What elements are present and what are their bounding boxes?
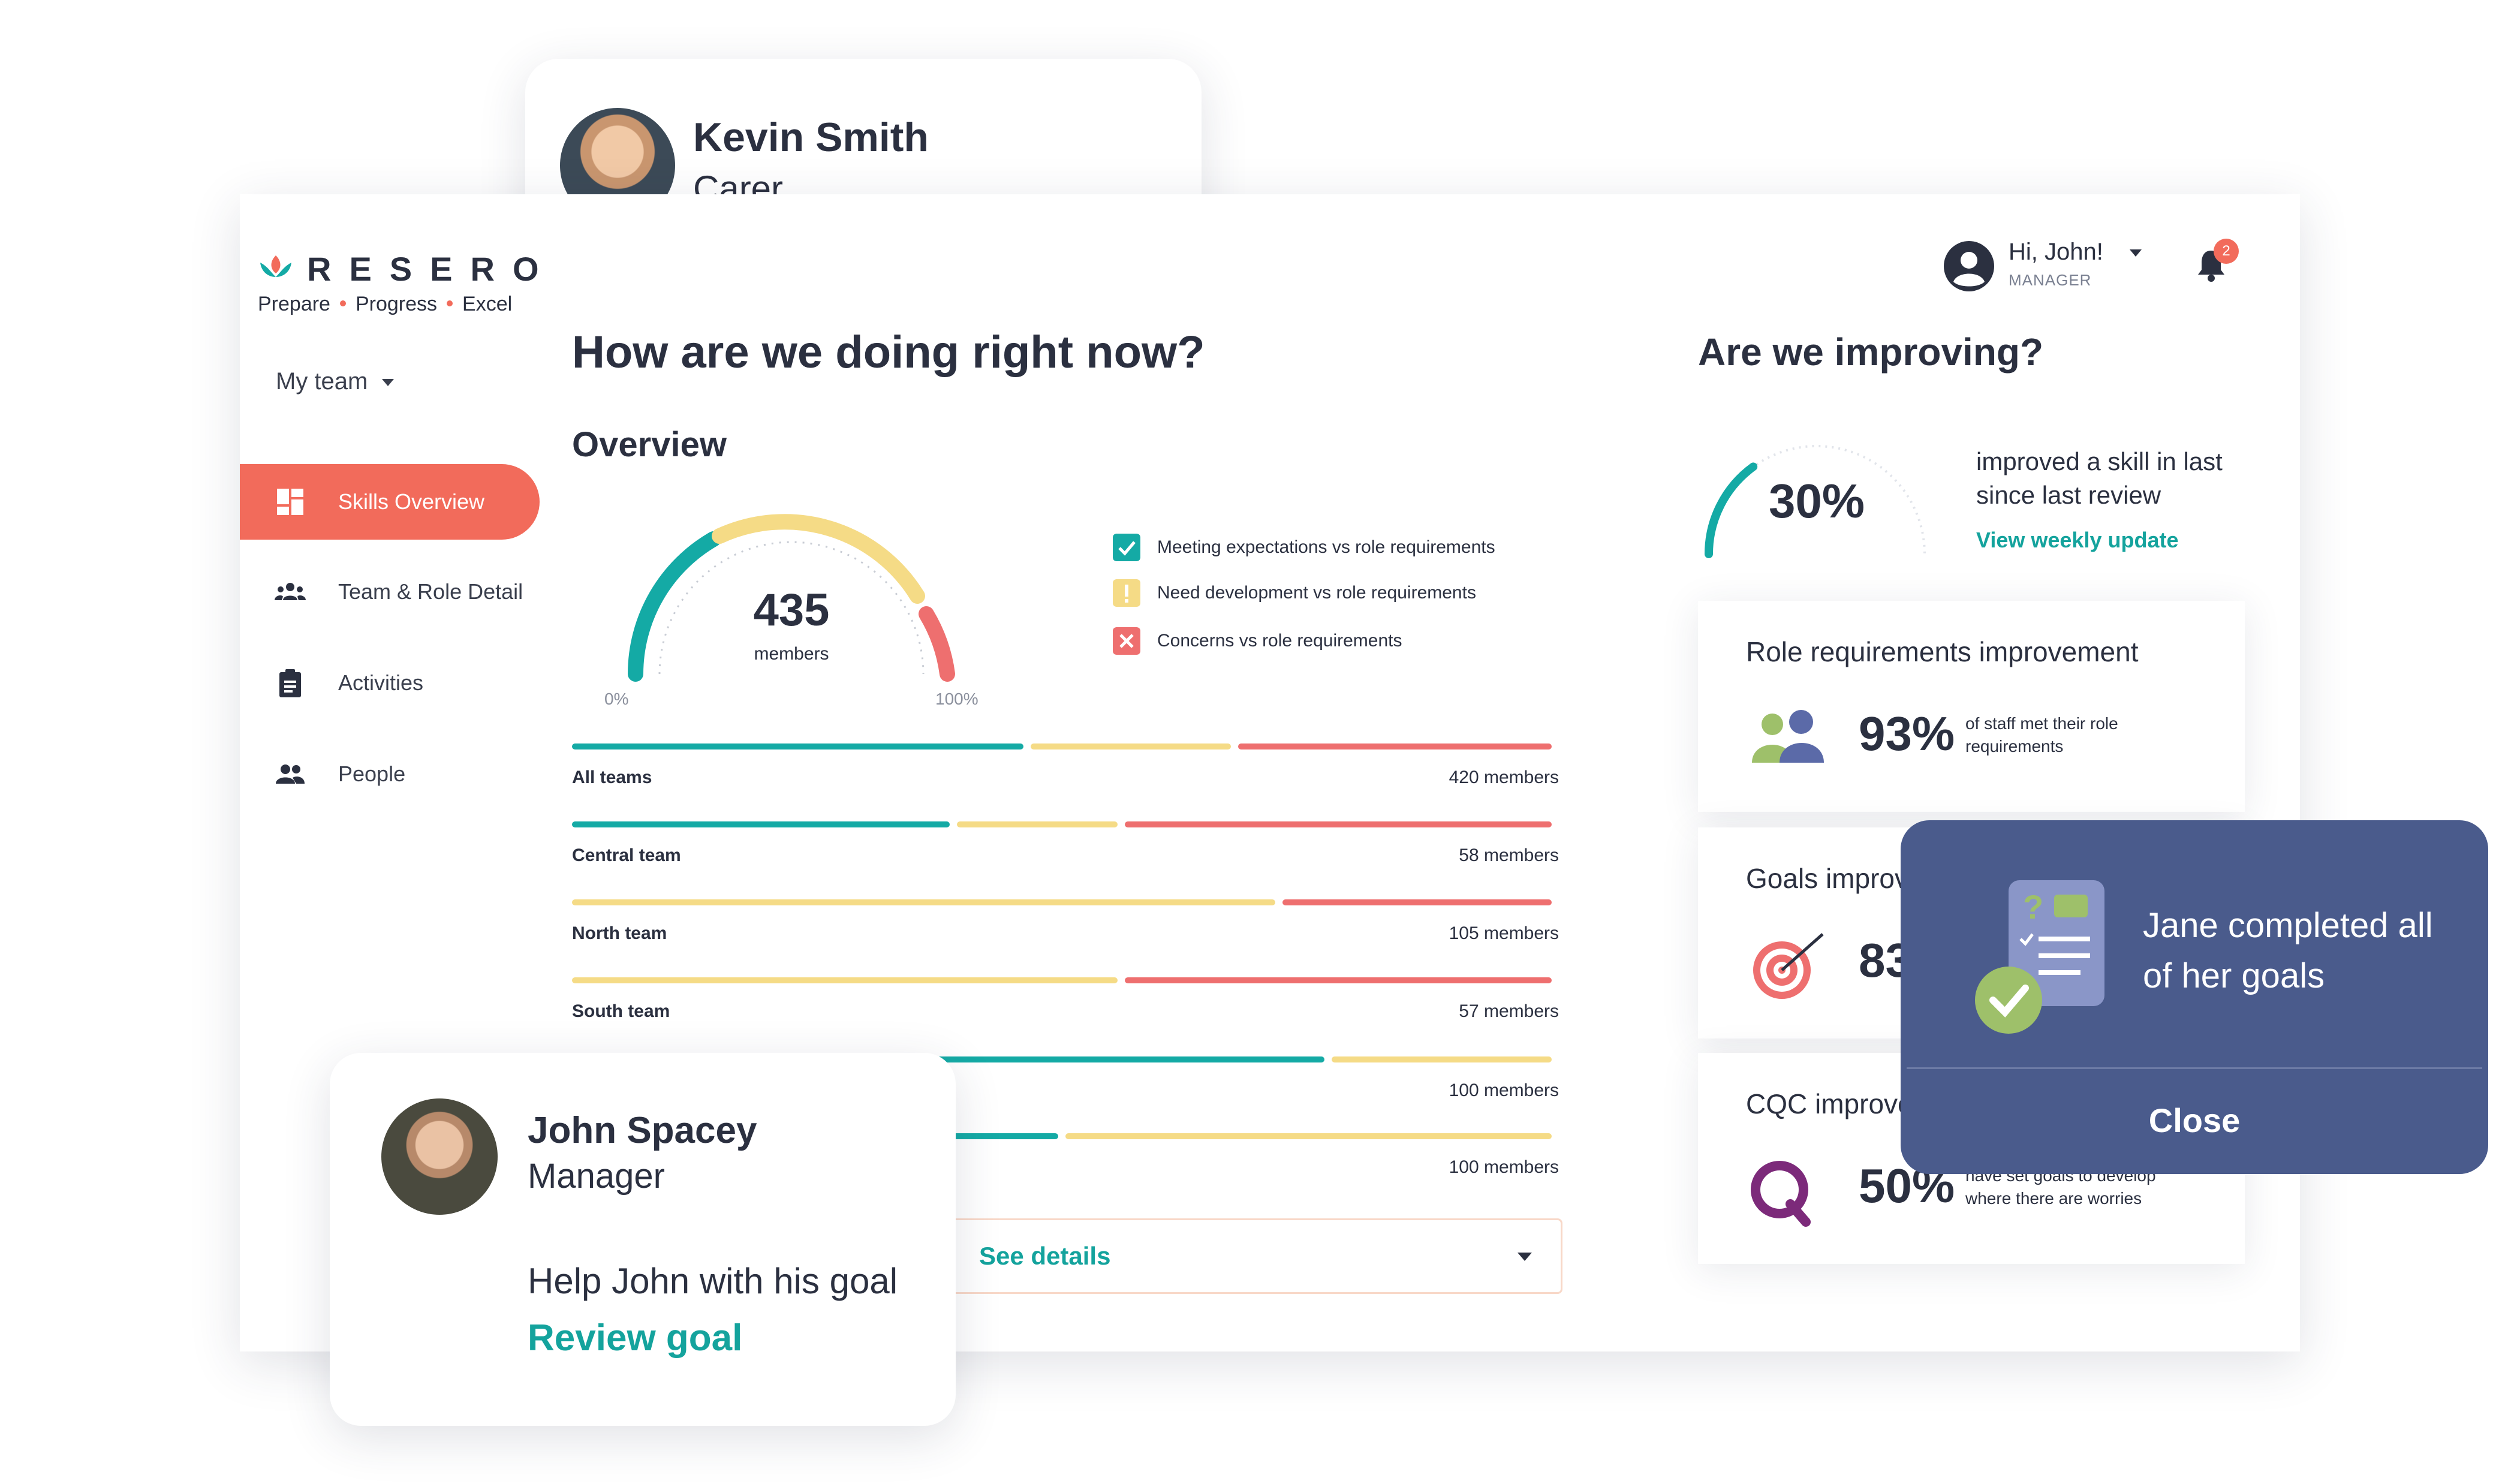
gauge-min-label: 0% xyxy=(604,690,629,708)
nav-item-people[interactable]: People xyxy=(240,736,540,812)
profile-name: John Spacey xyxy=(528,1110,757,1151)
bar-concerns xyxy=(1124,977,1552,983)
goals-checklist-icon: ? xyxy=(1975,880,2104,1034)
bar-concerns xyxy=(1124,821,1552,827)
brand-tagline: Prepare Progress Excel xyxy=(258,293,513,315)
section-heading-improving: Are we improving? xyxy=(1698,330,2044,374)
bar-development xyxy=(956,821,1118,827)
bar-development xyxy=(572,977,1118,983)
bar-concerns xyxy=(1238,743,1552,749)
toast-message: Jane completed all of her goals xyxy=(2143,906,2433,995)
team-member-count: 58 members xyxy=(1459,845,1559,865)
team-name: All teams xyxy=(572,767,652,787)
nav-label: People xyxy=(338,761,406,786)
team-member-count: 100 members xyxy=(1449,1157,1559,1177)
bar-concerns xyxy=(1282,899,1552,905)
bar-meeting xyxy=(572,743,1024,749)
bar-development xyxy=(1332,1056,1552,1062)
nav-label: Activities xyxy=(338,670,424,695)
profile-card-john[interactable]: John Spacey Manager Help John with his g… xyxy=(330,1053,956,1426)
svg-text:?: ? xyxy=(2023,888,2043,926)
dashboard-icon xyxy=(277,489,303,515)
see-details-button[interactable]: See details xyxy=(947,1218,1562,1294)
john-avatar xyxy=(381,1098,498,1215)
gauge-label: members xyxy=(754,644,829,664)
chevron-down-icon xyxy=(1518,1253,1532,1261)
cqc-logo-icon xyxy=(1751,1161,1811,1227)
view-weekly-update-link[interactable]: View weekly update xyxy=(1976,528,2179,552)
brand-wordmark: RESERO xyxy=(307,250,557,288)
section-heading-now: How are we doing right now? xyxy=(572,327,1205,378)
overview-heading: Overview xyxy=(572,425,727,464)
checkbox-check-icon xyxy=(1113,534,1140,561)
team-member-count: 420 members xyxy=(1449,767,1559,787)
nav-item-skills-overview[interactable]: Skills Overview xyxy=(240,464,540,540)
members-gauge xyxy=(628,514,955,682)
team-member-count: 100 members xyxy=(1449,1080,1559,1100)
user-menu[interactable]: Hi, John! MANAGER xyxy=(1943,234,2170,294)
ring-value: 30% xyxy=(1768,474,1865,528)
bar-development xyxy=(1065,1133,1552,1139)
team-name: North team xyxy=(572,923,667,943)
account-circle-icon xyxy=(1944,241,1994,291)
nav-item-activities[interactable]: Activities xyxy=(240,645,540,721)
people-icon xyxy=(1752,710,1824,763)
profile-name: Kevin Smith xyxy=(693,115,929,160)
bar-development xyxy=(572,899,1276,905)
toast-divider xyxy=(1907,1067,2482,1069)
gauge-max-label: 100% xyxy=(935,690,978,708)
close-button[interactable]: Close xyxy=(2148,1101,2241,1139)
chevron-down-icon xyxy=(2130,249,2142,257)
team-row: North team 105 members xyxy=(572,899,1559,953)
notifications-button[interactable]: 2 xyxy=(2194,239,2239,283)
team-row: South team 57 members xyxy=(572,977,1559,1031)
nav-item-team-role-detail[interactable]: Team & Role Detail xyxy=(240,554,540,630)
team-name: Central team xyxy=(572,845,681,865)
bar-meeting xyxy=(572,821,950,827)
gauge-segment-development xyxy=(712,514,925,604)
target-icon xyxy=(1753,933,1824,999)
review-goal-link[interactable]: Review goal xyxy=(528,1317,743,1359)
user-role: MANAGER xyxy=(2009,271,2092,289)
warning-icon xyxy=(1113,579,1140,607)
lotus-logo-icon xyxy=(260,255,291,277)
team-member-count: 105 members xyxy=(1449,923,1559,943)
metric-card-role[interactable]: Role requirements improvement 93% of sta… xyxy=(1698,601,2245,812)
gauge-segment-meeting xyxy=(628,531,721,682)
groups-icon xyxy=(275,583,306,600)
chevron-down-icon xyxy=(382,379,395,387)
close-x-icon xyxy=(1113,627,1140,655)
gauge-segment-concerns xyxy=(919,606,955,682)
notification-toast: ? Jane completed all of her goals Close xyxy=(1901,820,2488,1174)
team-member-count: 57 members xyxy=(1459,1001,1559,1021)
gauge-value: 435 xyxy=(753,585,830,636)
improvement-ring xyxy=(1705,445,1926,558)
team-row: All teams 420 members xyxy=(572,743,1559,797)
ring-progress-arc xyxy=(1705,462,1758,558)
team-name: South team xyxy=(572,1001,670,1021)
notification-badge: 2 xyxy=(2214,239,2239,264)
nav-label: Skills Overview xyxy=(338,489,485,514)
team-row: 100 members xyxy=(572,1056,1559,1110)
goal-prompt: Help John with his goal xyxy=(528,1261,898,1301)
people-icon xyxy=(276,764,305,784)
profile-role: Manager xyxy=(528,1157,665,1196)
team-selector[interactable]: My team xyxy=(276,368,395,395)
clipboard-icon xyxy=(279,669,301,697)
bar-development xyxy=(1031,743,1232,749)
bar-meeting xyxy=(572,1056,1325,1062)
ring-description: improved a skill in last since last revi… xyxy=(1976,447,2223,509)
user-greeting: Hi, John! xyxy=(2009,239,2103,265)
team-row: Central team 58 members xyxy=(572,821,1559,875)
nav-label: Team & Role Detail xyxy=(338,579,523,604)
